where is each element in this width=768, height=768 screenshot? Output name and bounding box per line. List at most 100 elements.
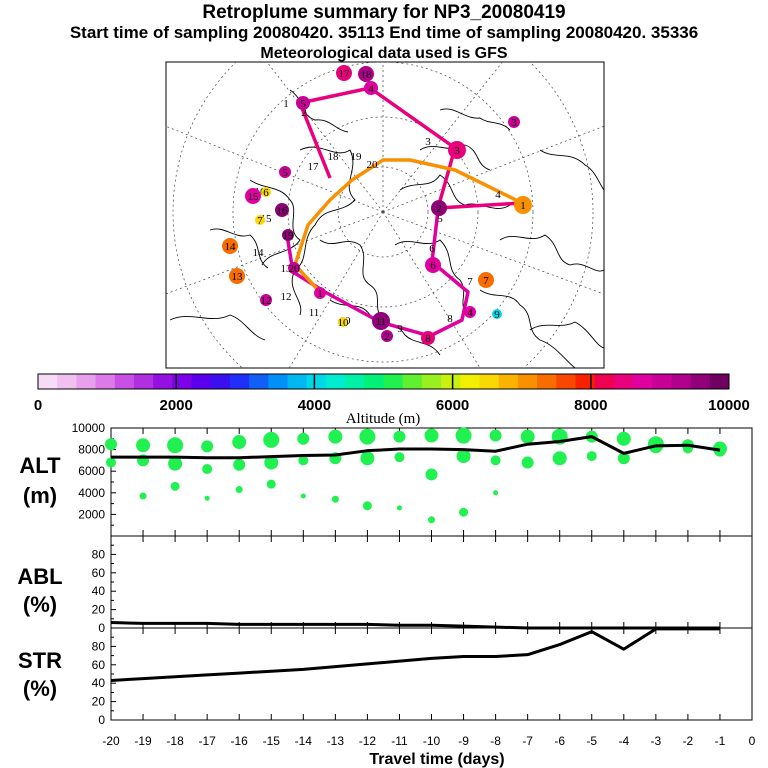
cluster-day-label: 14 bbox=[225, 241, 237, 253]
altitude-cluster-point bbox=[359, 428, 376, 445]
colorbar-tick-label: 8000 bbox=[574, 397, 607, 414]
altitude-cluster-point bbox=[586, 451, 597, 462]
x-tick-label: -5 bbox=[586, 734, 597, 748]
x-tick-label: -13 bbox=[327, 734, 345, 748]
cluster-day-label: 4 bbox=[368, 83, 374, 95]
alt-y-tick-label: 4000 bbox=[78, 486, 105, 500]
alt-series-line bbox=[111, 435, 721, 460]
colorbar-swatch bbox=[479, 374, 500, 389]
abl-panel: ABL (%) 80 60 40 20 0 bbox=[17, 535, 753, 635]
altitude-cluster-point bbox=[490, 455, 501, 466]
altitude-colorbar: 0 2000 4000 6000 8000 10000 bbox=[34, 373, 750, 414]
cluster-day-label: 5 bbox=[300, 98, 306, 110]
chart-title: Retroplume summary for NP3_20080419 bbox=[202, 2, 566, 23]
cluster-day-label: 15 bbox=[248, 191, 260, 203]
pink-trajectory bbox=[298, 86, 523, 210]
x-tick-label: 0 bbox=[749, 734, 756, 748]
cluster-day-label: 2 bbox=[436, 203, 442, 215]
altitude-cluster-point bbox=[202, 464, 213, 475]
cluster-circle bbox=[464, 306, 476, 318]
cluster-day-label: 17 bbox=[339, 68, 351, 80]
altitude-cluster-point bbox=[616, 431, 631, 446]
colorbar-swatch bbox=[537, 374, 557, 389]
cluster-day-label: 3 bbox=[511, 117, 517, 129]
cluster-circle bbox=[288, 262, 300, 274]
x-tick-label: -20 bbox=[102, 734, 120, 748]
cluster-circle bbox=[431, 200, 447, 216]
colorbar-swatch bbox=[249, 374, 269, 389]
abl-unit-label: (%) bbox=[23, 592, 57, 617]
altitude-cluster-point bbox=[455, 427, 472, 444]
abl-label: ABL bbox=[17, 564, 62, 589]
altitude-cluster-point bbox=[360, 451, 375, 466]
altitude-cluster-point bbox=[263, 431, 280, 448]
x-tick-label: -16 bbox=[231, 734, 249, 748]
altitude-cluster-point bbox=[235, 486, 243, 494]
altitude-cluster-point bbox=[201, 440, 214, 453]
x-tick-label: -15 bbox=[263, 734, 281, 748]
cluster-circle bbox=[229, 268, 245, 284]
altitude-cluster-point bbox=[424, 428, 439, 443]
colorbar-swatch bbox=[402, 374, 423, 389]
cluster-circle bbox=[282, 229, 294, 241]
cluster-day-label: 20 bbox=[289, 263, 301, 275]
cluster-day-label: 11 bbox=[376, 316, 387, 328]
colorbar-swatch bbox=[133, 374, 154, 389]
colorbar-swatch bbox=[210, 374, 231, 389]
cluster-day-label: 7 bbox=[483, 275, 489, 287]
colorbar-swatch bbox=[421, 374, 442, 389]
altitude-cluster-point bbox=[489, 429, 502, 442]
str-unit-label: (%) bbox=[23, 676, 57, 701]
x-tick-label: -8 bbox=[490, 734, 501, 748]
altitude-cluster-point bbox=[266, 479, 276, 489]
str-y-tick-label: 80 bbox=[92, 639, 106, 653]
cluster-circle bbox=[448, 141, 466, 159]
colorbar-tick-label: 2000 bbox=[160, 397, 193, 414]
track-day-label: 9 bbox=[397, 323, 403, 335]
colorbar-swatch bbox=[229, 374, 250, 389]
colorbar-swatch bbox=[172, 374, 193, 389]
colorbar-swatch bbox=[517, 374, 538, 389]
altitude-cluster-point bbox=[425, 468, 438, 481]
cluster-circle bbox=[425, 257, 441, 273]
colorbar-swatch bbox=[652, 374, 672, 389]
track-day-label: 20 bbox=[367, 159, 379, 171]
track-day-label: 19 bbox=[351, 151, 363, 163]
sampling-time: Start time of sampling 20080420. 35113 E… bbox=[69, 23, 699, 42]
track-day-label: 4 bbox=[495, 189, 501, 201]
abl-y-tick-label: 20 bbox=[92, 603, 106, 617]
cluster-circle bbox=[296, 96, 310, 110]
track-day-label: 12 bbox=[281, 291, 292, 303]
colorbar-swatch bbox=[671, 374, 692, 389]
x-tick-label: -14 bbox=[295, 734, 313, 748]
colorbar-tick-label: 6000 bbox=[436, 397, 469, 414]
colorbar-swatch bbox=[345, 374, 365, 389]
cluster-day-label: 6 bbox=[430, 260, 436, 272]
altitude-cluster-point bbox=[232, 435, 247, 450]
track-day-label: 3 bbox=[425, 136, 431, 148]
altitude-cluster-point bbox=[106, 457, 116, 468]
cluster-circle bbox=[508, 116, 520, 128]
altitude-cluster-point bbox=[362, 501, 372, 511]
colorbar-swatch bbox=[153, 374, 173, 389]
cluster-circle bbox=[336, 65, 352, 81]
str-series-line bbox=[110, 627, 720, 682]
track-day-label: 1 bbox=[283, 98, 289, 110]
x-axis-label: Travel time (days) bbox=[369, 751, 504, 768]
altitude-cluster-point bbox=[396, 505, 402, 511]
colorbar-swatch bbox=[76, 374, 97, 389]
altitude-cluster-point bbox=[393, 430, 406, 443]
altitude-cluster-point bbox=[331, 495, 339, 503]
str-panel: STR (%) 80 60 40 20 0 bbox=[18, 627, 753, 727]
cluster-circle bbox=[314, 287, 326, 299]
cluster-circle bbox=[514, 196, 532, 214]
cluster-circle bbox=[275, 203, 289, 217]
colorbar-swatch bbox=[460, 374, 480, 389]
track-day-label: 8 bbox=[447, 313, 453, 325]
colorbar-swatch bbox=[441, 374, 461, 389]
colorbar-swatch bbox=[556, 374, 576, 389]
cluster-circle bbox=[478, 272, 494, 288]
colorbar-swatch bbox=[306, 374, 327, 389]
track-day-label: 6 bbox=[429, 243, 435, 255]
